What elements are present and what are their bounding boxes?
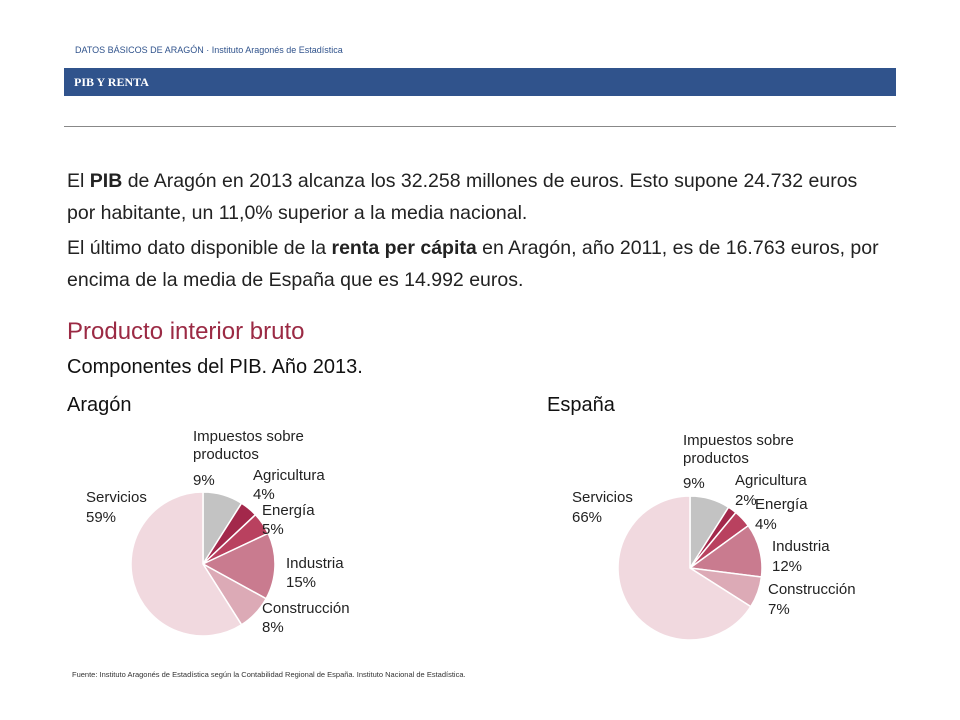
section-band: PIB Y RENTA — [64, 68, 896, 96]
slice-label: Impuestos sobre productos — [193, 428, 304, 463]
value-label: 59% — [86, 509, 117, 526]
slice-label: Servicios — [86, 489, 147, 506]
slice-label: Industria — [286, 555, 344, 572]
divider — [64, 126, 896, 127]
text: El — [67, 170, 90, 192]
breadcrumb: DATOS BÁSICOS DE ARAGÓN · Instituto Arag… — [75, 45, 343, 55]
pie-slice — [130, 491, 243, 637]
value-label: 66% — [572, 509, 603, 526]
value-label: 15% — [286, 574, 317, 591]
slice-label: Agricultura — [253, 467, 325, 484]
value-label: 2% — [735, 492, 757, 509]
section-label: PIB Y RENTA — [74, 75, 149, 89]
value-label: 4% — [755, 516, 777, 533]
slice-label: Agricultura — [735, 472, 807, 489]
source-org: Instituto Aragonés de Estadística — [211, 45, 343, 55]
chart-title: España — [547, 394, 615, 416]
section-subtitle: Componentes del PIB. Año 2013. — [67, 356, 363, 378]
pie-slice — [201, 532, 276, 600]
paragraph: El PIB de Aragón en 2013 alcanza los 32.… — [67, 165, 887, 229]
text: El último dato disponible de la — [67, 237, 332, 259]
value-label: 9% — [683, 475, 705, 492]
slice-label: Industria — [772, 538, 830, 555]
value-label: 9% — [193, 472, 215, 489]
slice-label: Energía — [262, 502, 315, 519]
pie-slice — [617, 495, 752, 641]
slice-label: Impuestos sobre productos — [683, 432, 794, 467]
value-label: 7% — [768, 601, 790, 618]
chart-title: Aragón — [67, 394, 132, 416]
paragraph: El último dato disponible de la renta pe… — [67, 232, 887, 296]
slice-label: Energía — [755, 496, 808, 513]
text: en Aragón, año 2011, es de 16.763 euros,… — [67, 237, 879, 291]
slice-label: Construcción — [768, 581, 856, 598]
text-bold: PIB — [89, 170, 123, 192]
section-title: Producto interior bruto — [67, 318, 305, 345]
footer: Fuente: Instituto Aragonés de Estadístic… — [72, 670, 466, 679]
text-bold: renta per cápita — [331, 237, 477, 259]
value-label: 8% — [262, 619, 284, 636]
value-label: 4% — [253, 486, 275, 503]
breadcrumb-text: DATOS BÁSICOS DE ARAGÓN — [75, 45, 204, 55]
text: de Aragón en 2013 alcanza los 32.258 mil… — [67, 170, 858, 224]
slice-label: Construcción — [262, 600, 350, 617]
value-label: 5% — [262, 521, 284, 538]
value-label: 12% — [772, 558, 803, 575]
slice-label: Servicios — [572, 489, 633, 506]
